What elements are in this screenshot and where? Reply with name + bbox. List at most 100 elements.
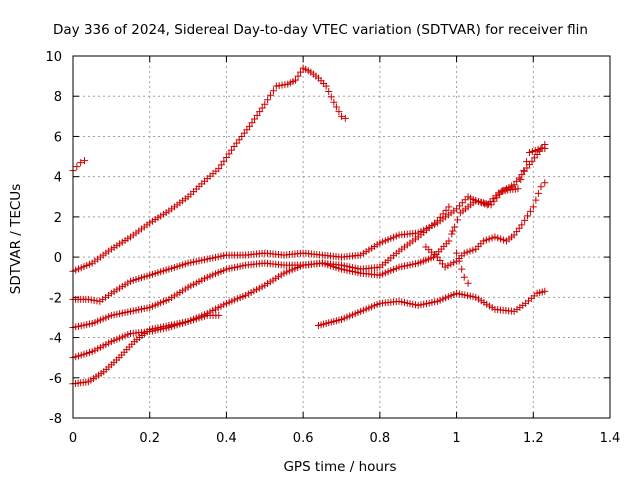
data-point [253, 111, 261, 119]
data-point [454, 216, 462, 224]
data-point [458, 199, 466, 207]
data-point [448, 230, 456, 238]
data-point [485, 235, 493, 243]
data-point [494, 234, 502, 242]
data-point [487, 201, 495, 209]
y-tick-label: -8 [49, 412, 62, 427]
data-point [264, 96, 272, 104]
grid-lines [73, 56, 610, 418]
data-point [451, 223, 459, 231]
data-point [269, 87, 277, 95]
data-point [291, 76, 299, 84]
data-point [436, 213, 444, 221]
data-point [245, 122, 253, 130]
data-point [453, 249, 461, 257]
data-point [491, 233, 499, 241]
data-point [215, 311, 223, 319]
data-point [215, 165, 223, 173]
y-tick-label: 4 [54, 171, 62, 186]
x-tick-label: 1.4 [600, 431, 621, 446]
data-point [458, 265, 466, 273]
y-tick-label: -6 [49, 372, 62, 387]
y-tick-label: 10 [45, 50, 62, 65]
y-tick-label: -4 [49, 332, 62, 347]
data-point [453, 205, 461, 213]
y-tick-label: 0 [54, 251, 62, 266]
data-point [482, 236, 490, 244]
data-point [338, 112, 345, 120]
x-tick-label: 0.2 [139, 431, 160, 446]
data-point [479, 237, 487, 245]
series-track-3 [69, 140, 549, 305]
data-point [87, 296, 95, 304]
data-point [341, 114, 349, 122]
data-point [77, 159, 85, 167]
data-point [330, 98, 338, 106]
data-point [73, 163, 81, 171]
plot-frame [72, 55, 611, 419]
chart-title: Day 336 of 2024, Sidereal Day-to-day VTE… [53, 22, 588, 38]
x-tick-label: 1 [452, 431, 460, 446]
data-point [455, 202, 463, 210]
data-point [258, 104, 266, 112]
data-point [248, 119, 256, 127]
data-point [531, 147, 539, 155]
data-point [256, 108, 264, 116]
y-tick-label: 8 [54, 90, 62, 105]
data-point [532, 196, 540, 204]
data-point [523, 158, 531, 166]
data-point [460, 249, 468, 257]
data-point [461, 196, 469, 204]
data-point [447, 260, 455, 268]
data-point [441, 263, 449, 271]
series-track-4 [69, 145, 549, 331]
data-point [275, 82, 283, 90]
data-point [518, 221, 526, 229]
data-points [69, 64, 549, 388]
data-point [517, 176, 525, 184]
data-point [450, 259, 458, 267]
data-point [496, 190, 504, 198]
data-point [327, 93, 335, 101]
data-point [444, 262, 452, 270]
data-point [469, 246, 477, 254]
data-point [222, 154, 230, 162]
data-point [84, 295, 92, 303]
x-tick-labels: 0 0.2 0.4 0.6 0.8 1 1.2 1.4 [69, 431, 620, 446]
series-track-2 [69, 64, 349, 275]
data-point [445, 203, 453, 211]
data-point [521, 216, 529, 224]
data-point [325, 88, 333, 96]
data-point [281, 81, 289, 89]
data-point [272, 82, 280, 90]
data-point [526, 207, 534, 215]
data-point [464, 279, 472, 287]
data-point [520, 167, 528, 175]
series-track-5 [69, 203, 472, 362]
data-point [93, 297, 101, 305]
data-point [445, 237, 453, 245]
data-point [225, 150, 233, 158]
data-point [278, 81, 286, 89]
data-point [493, 194, 501, 202]
data-point [90, 296, 98, 304]
data-point [294, 72, 302, 80]
data-point [490, 197, 498, 205]
x-tick-label: 0 [69, 431, 77, 446]
y-tick-label: 2 [54, 211, 62, 226]
data-point [541, 287, 549, 295]
data-point [500, 236, 508, 244]
y-tick-label: -2 [49, 291, 62, 306]
series-track-6 [69, 311, 223, 388]
data-point [529, 203, 537, 211]
data-point [442, 206, 450, 214]
x-tick-label: 1.2 [523, 431, 544, 446]
data-point [261, 100, 269, 108]
y-axis-label: SDTVAR / TECUs [8, 184, 24, 294]
data-point [541, 179, 549, 187]
y-tick-label: 6 [54, 130, 62, 145]
data-point [466, 247, 474, 255]
x-axis-label: GPS time / hours [283, 459, 396, 475]
data-point [514, 185, 522, 193]
